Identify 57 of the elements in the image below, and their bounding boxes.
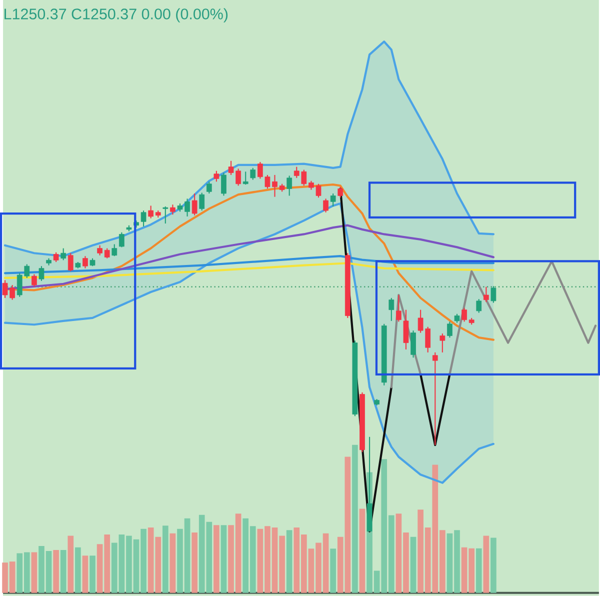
candlestick [221,172,226,196]
candlestick [403,309,409,350]
candlestick [447,321,452,338]
bar [75,547,81,593]
candlestick [162,206,168,224]
candlestick [432,352,438,446]
bar [220,525,227,593]
candlestick [476,298,482,314]
bar [359,508,366,593]
candlestick [112,244,118,257]
candlestick [242,171,248,186]
bar [68,536,74,593]
candlestick [214,170,220,182]
candlestick [396,294,402,322]
bar [60,550,66,593]
candlestick [170,204,176,216]
candlestick [68,252,74,272]
candlestick [483,286,489,303]
candlestick [82,256,88,269]
bar [170,533,176,593]
candlestick [192,193,198,216]
bar [410,536,416,593]
candlestick [140,210,146,228]
candlestick [199,192,205,212]
bar [330,548,336,593]
candlestick [38,266,44,282]
candlestick [286,175,292,196]
candlestick [410,330,416,358]
bar [90,556,96,593]
bar [483,536,490,593]
candlestick [53,252,59,263]
bar [490,538,496,593]
bar [82,556,88,593]
candlestick [490,286,496,304]
candlestick [32,274,37,288]
bar [476,548,482,593]
bar [53,550,59,593]
candlestick [323,198,328,213]
bar [162,526,168,593]
candlestick [388,297,394,322]
candlestick [330,193,336,208]
bar [286,530,292,593]
bar [214,525,220,593]
candlestick [104,248,110,259]
bar [31,552,38,593]
candlestick [250,167,256,180]
candlestick [97,244,102,256]
candlestick [440,333,446,353]
candlestick [118,232,124,248]
candlestick [148,205,154,219]
bar [352,444,358,593]
bar [192,532,198,593]
candlestick [462,307,467,322]
candlestick [338,186,344,198]
chart-title: L1250.37 C1250.37 0.00 (0.00%) [4,8,228,22]
candlestick [206,181,212,194]
candlestick [60,248,66,261]
